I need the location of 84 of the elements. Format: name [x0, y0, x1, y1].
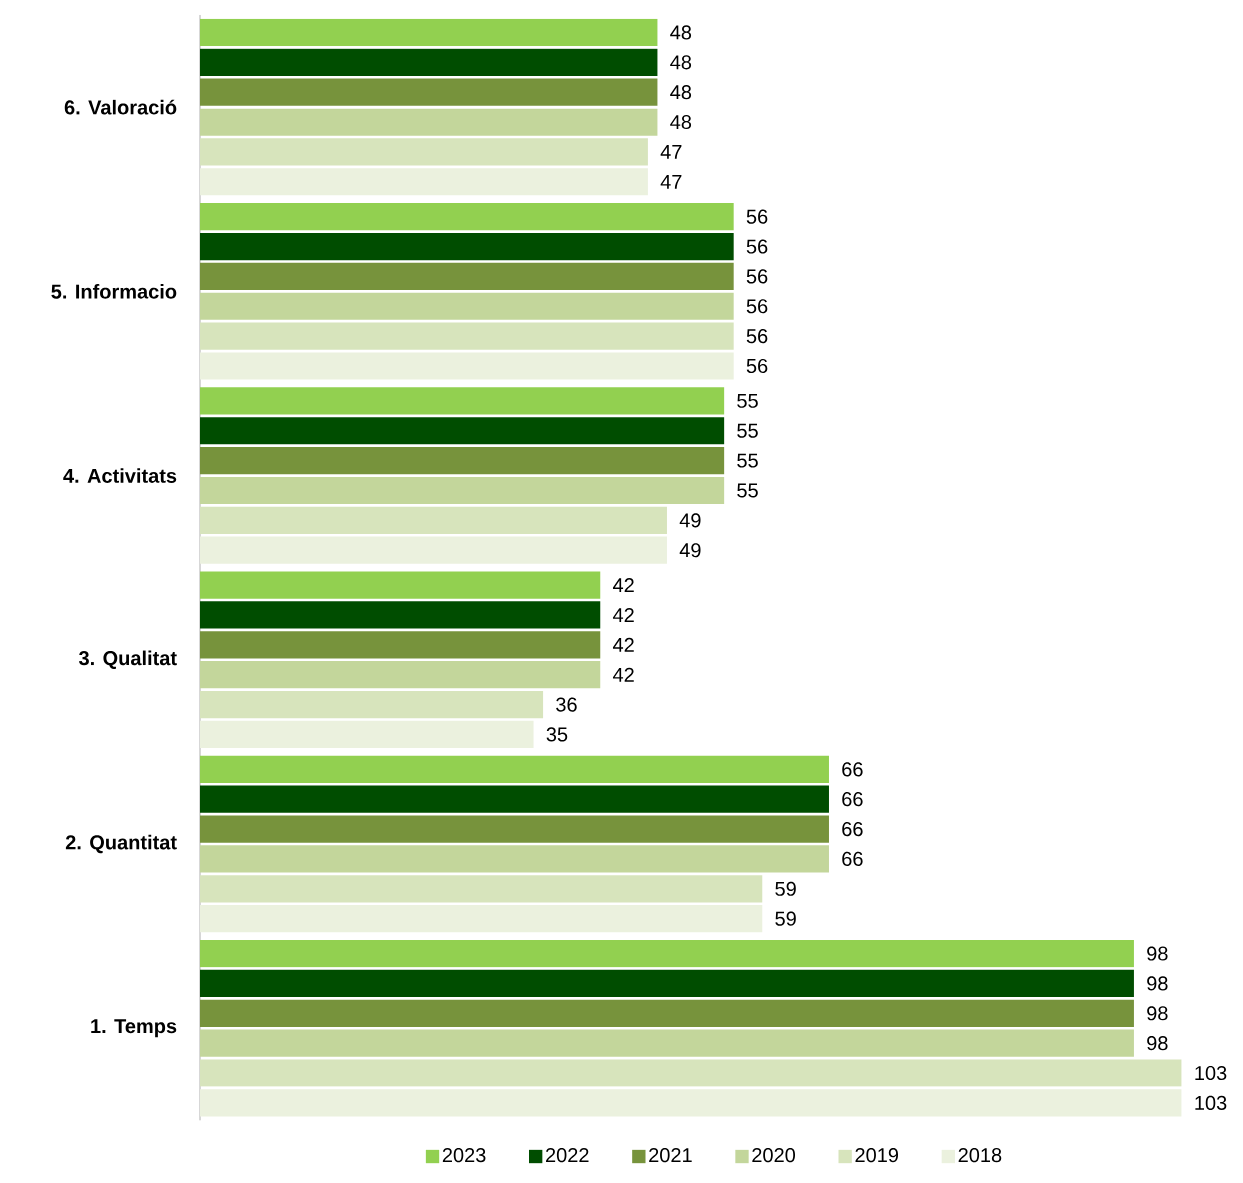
bar — [200, 815, 829, 843]
bar — [200, 755, 829, 783]
legend-label: 2019 — [855, 1148, 899, 1163]
data-label: 56 — [746, 329, 768, 344]
data-label: 56 — [746, 209, 768, 224]
data-label: 47 — [660, 174, 682, 189]
bar — [200, 232, 734, 261]
bar — [200, 969, 1134, 998]
bar — [200, 322, 734, 350]
data-label: 36 — [556, 697, 577, 712]
legend-label: 2018 — [958, 1148, 1002, 1163]
data-label: 55 — [737, 453, 758, 468]
data-label: 55 — [737, 483, 758, 498]
bar — [200, 168, 648, 196]
data-label: 42 — [612, 607, 634, 622]
y-tick-label: 2. Quantitat — [65, 834, 177, 854]
bar — [200, 939, 1134, 968]
data-label: 59 — [775, 881, 796, 896]
bar — [200, 1089, 1182, 1117]
data-label: 56 — [746, 299, 768, 314]
data-label: 66 — [842, 762, 863, 777]
data-label: 56 — [746, 269, 768, 284]
data-label: 42 — [612, 667, 634, 682]
y-tick-label: 4. Activitats — [63, 468, 177, 483]
data-label: 103 — [1195, 1065, 1227, 1081]
legend-label: 2021 — [649, 1148, 692, 1163]
data-label: 49 — [679, 543, 701, 558]
legend-label: 2020 — [752, 1148, 796, 1163]
data-label: 103 — [1195, 1095, 1227, 1110]
data-label: 98 — [1147, 976, 1168, 991]
data-label: 59 — [775, 911, 796, 926]
bar — [200, 601, 601, 629]
bar — [200, 387, 725, 415]
bar — [200, 506, 667, 534]
legend-label: 2022 — [546, 1148, 589, 1163]
bar — [200, 631, 601, 659]
bar — [200, 78, 658, 106]
bar — [200, 352, 734, 380]
y-tick-label: 6. Valoració — [64, 99, 177, 115]
bar — [200, 476, 725, 505]
data-label: 35 — [546, 727, 568, 742]
y-tick-label: 1. Temps — [91, 1019, 177, 1038]
bar — [200, 661, 601, 689]
bar — [200, 262, 734, 290]
bar — [200, 785, 829, 813]
bar — [200, 108, 658, 136]
bar — [200, 536, 667, 564]
y-tick-label: 3. Qualitat — [78, 650, 177, 669]
bar — [200, 845, 829, 873]
legend-label: 2023 — [442, 1148, 486, 1163]
data-label: 98 — [1147, 1036, 1168, 1051]
bar — [200, 18, 658, 47]
bar — [200, 48, 658, 76]
bar — [200, 905, 763, 933]
data-label: 56 — [746, 358, 768, 374]
bar — [200, 571, 601, 599]
data-label: 49 — [679, 513, 701, 528]
data-label: 66 — [842, 821, 863, 837]
bar — [200, 1029, 1134, 1057]
bar — [200, 690, 544, 719]
y-tick-label: 5. Informacio — [51, 283, 177, 299]
bar — [200, 292, 734, 320]
bar — [200, 138, 648, 166]
data-label: 48 — [670, 25, 692, 40]
data-label: 48 — [670, 85, 692, 100]
bar — [200, 999, 1134, 1027]
data-label: 98 — [1147, 946, 1168, 961]
bar — [200, 447, 725, 475]
bar — [200, 720, 534, 749]
data-label: 55 — [737, 393, 758, 408]
data-label: 55 — [737, 423, 758, 438]
data-label: 42 — [612, 637, 634, 652]
data-label: 48 — [670, 55, 692, 70]
data-label: 56 — [746, 239, 768, 254]
data-label: 98 — [1147, 1006, 1168, 1021]
data-label: 42 — [612, 578, 634, 593]
bar — [200, 417, 725, 445]
data-label: 66 — [842, 792, 863, 807]
bar — [200, 1059, 1182, 1087]
bar — [200, 203, 734, 231]
bar — [200, 875, 763, 903]
data-label: 66 — [842, 851, 863, 866]
data-label: 48 — [670, 114, 692, 130]
data-label: 47 — [660, 145, 682, 159]
